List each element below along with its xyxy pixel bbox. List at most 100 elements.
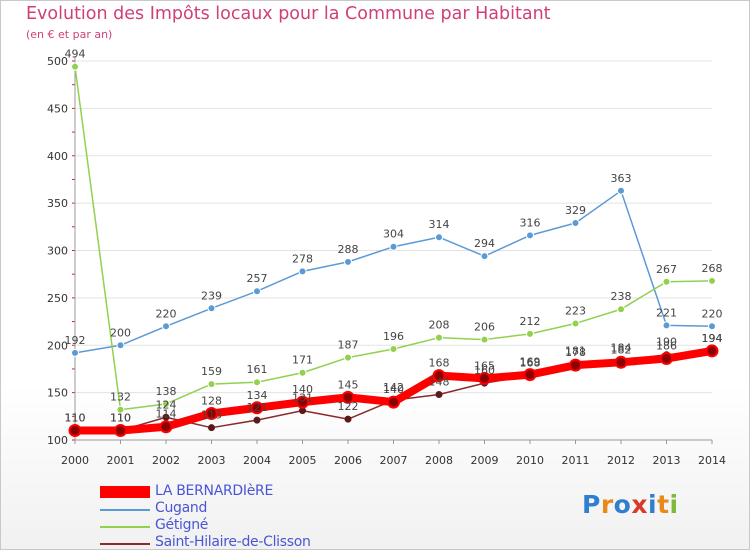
data-point [344,353,352,362]
data-label: 182 [611,343,632,356]
x-tick-label: 2007 [380,454,408,467]
data-point [480,252,489,261]
data-point [387,395,400,409]
data-label: 128 [201,394,222,407]
data-label: 132 [110,391,131,404]
data-label: 206 [474,321,495,334]
x-tick-label: 2004 [243,454,271,467]
y-tick-label: 150 [47,387,68,400]
data-label: 160 [474,364,495,377]
data-point [526,329,534,338]
data-label: 184 [611,341,632,354]
data-label: 124 [156,398,177,411]
data-point [298,267,307,276]
data-point [68,424,82,438]
data-label: 194 [702,332,723,345]
x-tick-label: 2001 [107,454,135,467]
data-label: 220 [156,307,177,320]
data-point [71,348,79,357]
data-point [617,186,625,195]
legend-swatch [100,526,150,528]
x-tick-label: 2005 [289,454,317,467]
data-label: 192 [65,334,86,347]
data-label: 168 [429,357,450,370]
y-tick-label: 400 [47,150,68,163]
data-point [253,287,261,296]
x-tick-label: 2011 [562,454,590,467]
data-label: 161 [247,363,268,376]
data-point [116,341,125,350]
data-point [660,352,673,366]
legend-swatch [100,486,150,498]
data-label: 316 [520,216,541,229]
data-point [705,344,719,358]
data-label: 186 [656,340,677,353]
data-label: 181 [565,344,586,357]
data-point [662,277,671,286]
x-tick-label: 2006 [334,454,362,467]
data-label: 145 [338,378,359,391]
data-label: 294 [474,237,495,250]
data-label: 138 [156,385,177,398]
data-point [114,424,127,438]
x-tick-label: 2002 [152,454,180,467]
data-point [614,355,628,369]
data-label: 140 [383,383,404,396]
data-point [435,391,443,399]
legend-swatch [100,543,150,545]
data-point [571,319,580,328]
data-point [389,345,398,354]
data-point [435,333,443,342]
data-label: 278 [292,252,313,265]
data-point [389,242,398,251]
data-label: 169 [520,356,541,369]
data-label: 187 [338,339,359,352]
data-label: 142 [383,381,404,394]
data-point [571,219,580,228]
data-point [162,399,170,408]
data-point [253,378,261,387]
data-point [116,405,125,414]
data-point [569,358,582,372]
data-label: 110 [65,412,86,425]
x-tick-label: 2013 [653,454,681,467]
data-label: 168 [520,357,541,370]
data-label: 140 [292,383,313,396]
data-point [708,276,716,285]
legend-label: Cugand [155,500,208,516]
data-point [253,416,261,424]
data-point [298,368,307,377]
y-tick-label: 100 [47,434,68,447]
data-label: 267 [656,263,677,276]
proxiti-logo: Proxiti [582,490,679,519]
data-point [341,390,355,404]
data-point [205,406,218,420]
data-point [207,380,216,389]
data-label: 239 [201,289,222,302]
x-tick-label: 2014 [698,454,726,467]
data-label: 288 [338,243,359,256]
data-point [523,368,537,382]
data-point [708,322,716,331]
data-label: 178 [565,346,586,359]
legend-swatch [100,509,150,511]
data-label: 122 [338,400,359,413]
x-tick-label: 2000 [61,454,89,467]
data-point [162,322,170,331]
data-label: 494 [65,48,86,61]
data-label: 113 [201,409,222,422]
data-label: 114 [156,408,177,421]
data-point [207,304,216,313]
data-label: 363 [611,172,632,185]
series-line [74,190,713,354]
y-tick-label: 300 [47,245,68,258]
data-point [526,231,534,240]
x-tick-label: 2003 [198,454,226,467]
data-label: 110 [110,412,131,425]
data-point [344,257,352,266]
data-label: 200 [110,326,131,339]
data-label: 159 [201,365,222,378]
data-point [159,420,173,434]
data-label: 110 [110,412,131,425]
